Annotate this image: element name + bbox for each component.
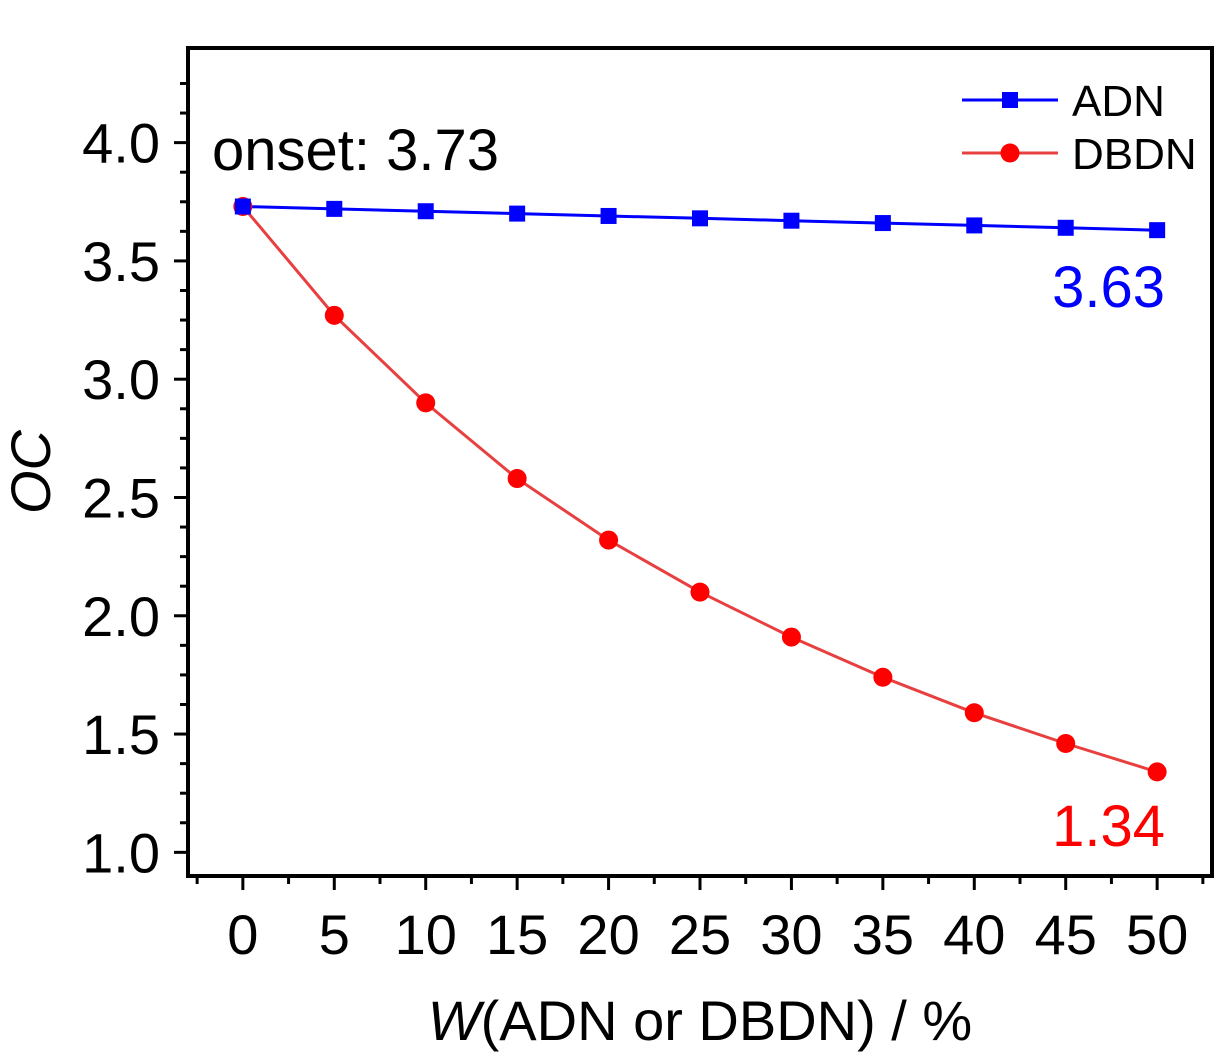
x-tick-label: 25 [669,903,731,966]
legend-marker-adn [1002,92,1018,108]
x-tick-label: 30 [760,903,822,966]
x-tick-label: 40 [943,903,1005,966]
x-axis-title: W(ADN or DBDN) / % [428,989,972,1052]
y-tick-label: 1.5 [82,703,160,766]
data-point-dbdn [507,469,527,489]
data-point-dbdn [416,393,436,413]
x-axis-title-rest: (ADN or DBDN) / % [481,989,973,1052]
data-point-dbdn [599,530,619,550]
x-tick-label: 10 [395,903,457,966]
data-point-dbdn [964,703,984,723]
legend-label-dbdn: DBDN [1072,130,1197,179]
legend-marker-dbdn [1000,143,1020,163]
data-point-dbdn [690,582,710,602]
data-point-adn [1149,222,1166,239]
data-point-adn [783,212,800,229]
y-tick-label: 4.0 [82,112,160,175]
x-tick-label: 15 [486,903,548,966]
x-axis-title-italic: W [428,989,486,1052]
annotation-adn-end: 3.63 [1052,255,1165,320]
x-tick-label: 35 [852,903,914,966]
annotation-dbdn-end: 1.34 [1052,794,1165,859]
data-point-adn [326,200,343,217]
y-tick-label: 3.5 [82,230,160,293]
data-point-dbdn [781,627,801,647]
x-tick-label: 0 [227,903,258,966]
data-point-adn [600,207,617,224]
y-axis-title: OC [0,429,62,514]
legend-label-adn: ADN [1072,77,1165,126]
y-tick-label: 1.0 [82,821,160,884]
data-point-dbdn [324,305,344,325]
data-point-dbdn [1147,762,1167,782]
data-point-dbdn [1056,734,1076,754]
data-point-adn [692,210,708,227]
x-tick-label: 5 [319,903,350,966]
data-point-adn [417,203,434,220]
data-point-adn [509,205,526,222]
data-point-adn [1057,219,1074,236]
x-tick-label: 45 [1035,903,1097,966]
x-tick-label: 20 [577,903,639,966]
series-line-dbdn [241,205,1158,774]
y-tick-label: 2.5 [82,466,160,529]
data-point-dbdn [873,667,893,687]
x-tick-label: 50 [1126,903,1188,966]
data-point-adn [966,217,983,234]
y-tick-label: 2.0 [82,585,160,648]
data-point-adn [234,198,251,215]
annotation-onset: onset: 3.73 [212,118,499,183]
y-tick-label: 3.0 [82,348,160,411]
data-point-adn [874,215,891,232]
